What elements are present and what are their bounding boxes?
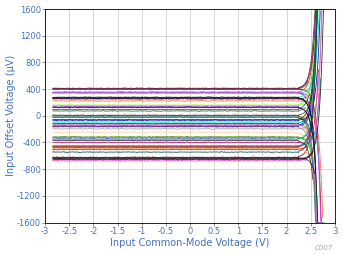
Y-axis label: Input Offset Voltage (μV): Input Offset Voltage (μV)	[5, 55, 15, 176]
Text: C007: C007	[314, 245, 333, 251]
X-axis label: Input Common-Mode Voltage (V): Input Common-Mode Voltage (V)	[110, 239, 270, 248]
